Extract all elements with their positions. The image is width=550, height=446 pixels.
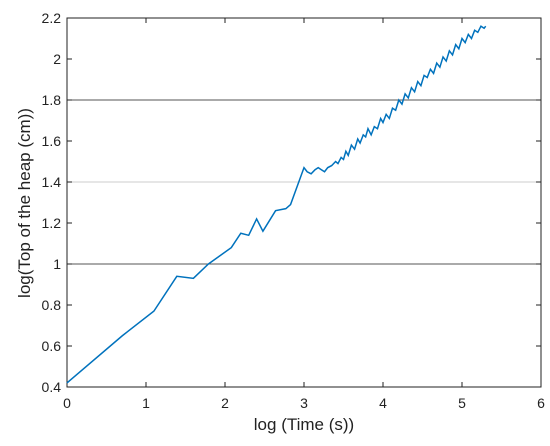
y-tick-label: 1.8 xyxy=(42,92,62,108)
x-tick-label: 0 xyxy=(63,395,71,411)
x-tick-label: 3 xyxy=(300,395,308,411)
x-axis-label: log (Time (s)) xyxy=(254,415,354,434)
x-tick-label: 5 xyxy=(458,395,466,411)
y-tick-label: 1.4 xyxy=(42,174,62,190)
x-tick-label: 2 xyxy=(221,395,229,411)
y-tick-label: 1 xyxy=(53,256,61,272)
x-tick-label: 6 xyxy=(537,395,545,411)
data-line xyxy=(66,25,487,384)
y-tick-label: 0.4 xyxy=(42,379,62,395)
y-tick-label: 2.2 xyxy=(42,10,62,26)
y-tick-label: 1.2 xyxy=(42,215,62,231)
plot-frame xyxy=(66,17,542,388)
y-tick-label: 0.8 xyxy=(42,297,62,313)
y-axis-label: log(Top of the heap (cm)) xyxy=(15,108,34,298)
y-tick-label: 1.6 xyxy=(42,133,62,149)
y-tick-label: 0.6 xyxy=(42,338,62,354)
x-tick-label: 1 xyxy=(142,395,150,411)
y-tick-label: 2 xyxy=(53,51,61,67)
x-tick-label: 4 xyxy=(379,395,387,411)
